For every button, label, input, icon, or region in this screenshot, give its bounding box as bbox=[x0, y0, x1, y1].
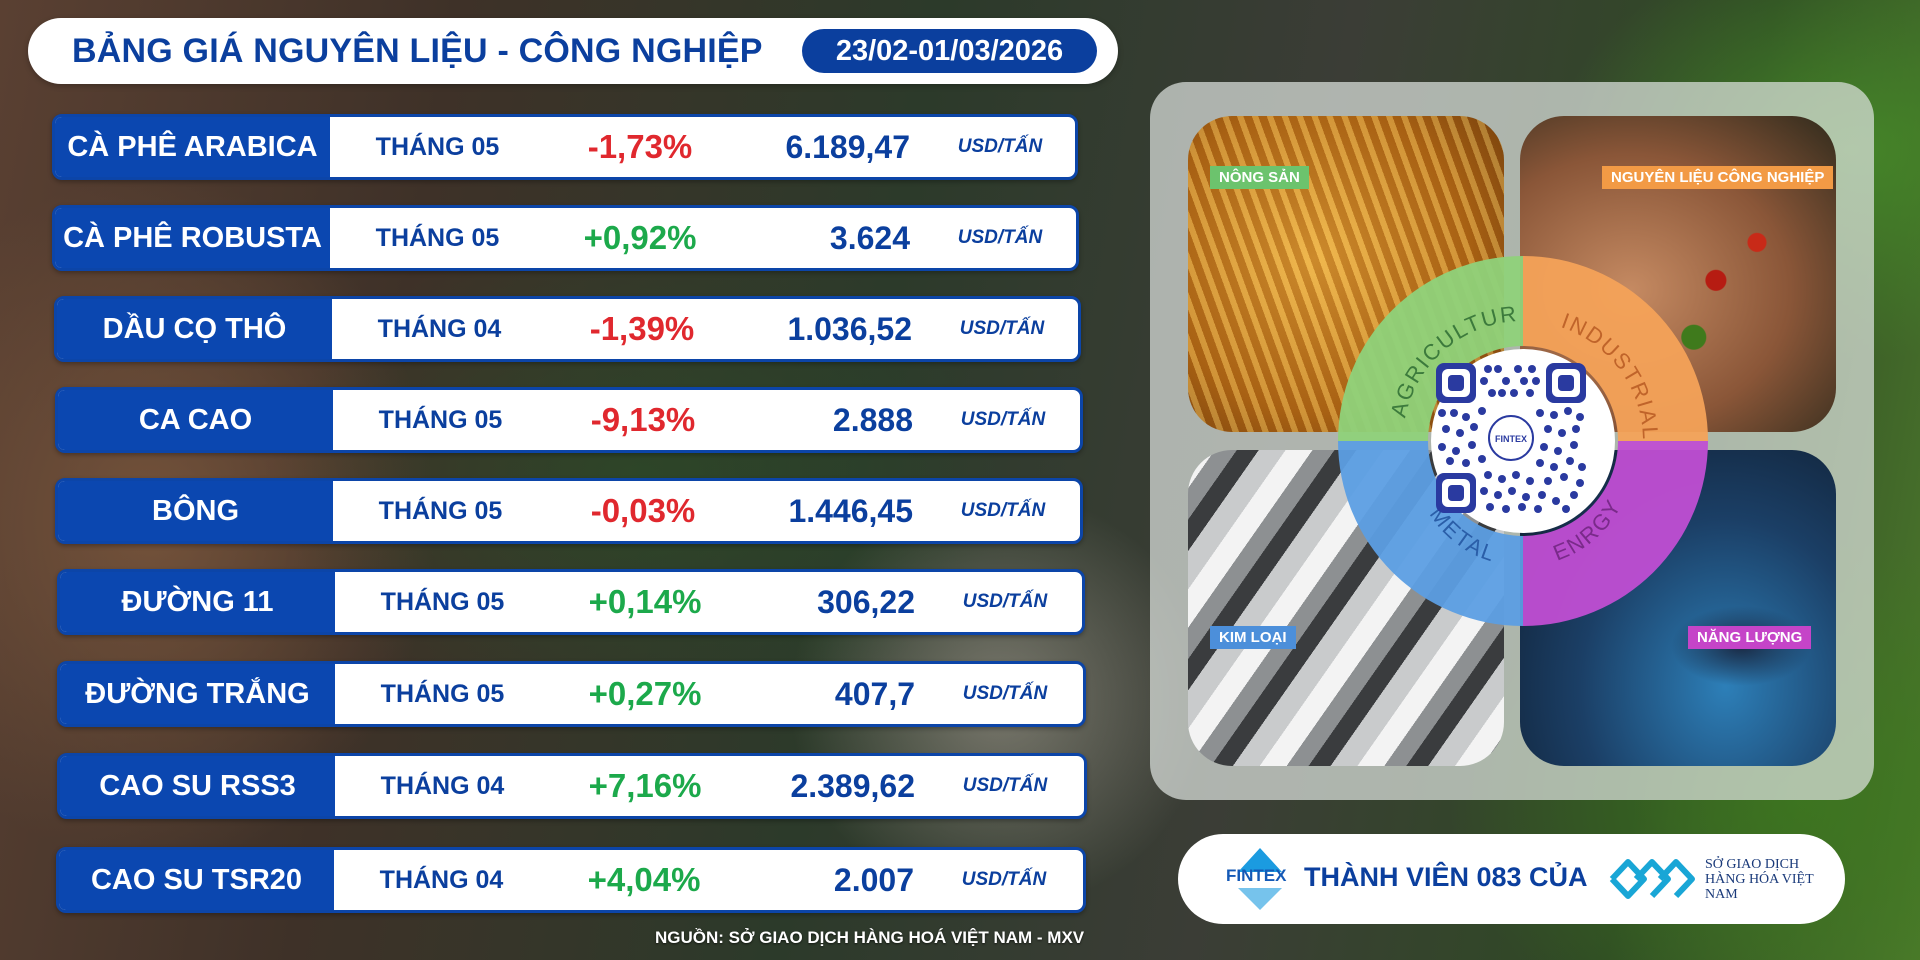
price-change: -1,39% bbox=[589, 310, 695, 347]
price-row: ĐƯỜNG 11 THÁNG 05 +0,14% 306,22 USD/TẤN bbox=[57, 569, 1085, 635]
price-row: BÔNG THÁNG 05 -0,03% 1.446,45 USD/TẤN bbox=[55, 478, 1083, 544]
contract-month: THÁNG 05 bbox=[380, 587, 505, 616]
contract-month: THÁNG 04 bbox=[377, 314, 502, 343]
price-unit: USD/TẤN bbox=[957, 227, 1043, 248]
price-unit: USD/TẤN bbox=[962, 775, 1048, 796]
price-value: 2.888 bbox=[832, 401, 913, 438]
price-change: -0,03% bbox=[590, 492, 696, 529]
price-row: CÀ PHÊ ROBUSTA THÁNG 05 +0,92% 3.624 USD… bbox=[52, 205, 1079, 271]
price-change: +0,27% bbox=[588, 675, 702, 712]
commodity-name: CAO SU TSR20 bbox=[59, 850, 334, 910]
commodity-name: CÀ PHÊ ROBUSTA bbox=[55, 208, 330, 268]
agriculture-ring-segment bbox=[1338, 256, 1523, 441]
price-value: 6.189,47 bbox=[785, 128, 910, 165]
qr-center-label: FINTEX bbox=[1495, 434, 1527, 444]
contract-month: THÁNG 05 bbox=[375, 223, 500, 252]
commodity-name: DẦU CỌ THÔ bbox=[57, 299, 332, 359]
exchange-logo-icon bbox=[1609, 859, 1695, 899]
price-row: ĐƯỜNG TRẮNG THÁNG 05 +0,27% 407,7 USD/TẤ… bbox=[57, 661, 1086, 727]
contract-month: THÁNG 05 bbox=[375, 132, 500, 161]
metal-ring-segment bbox=[1338, 441, 1523, 626]
page-title: BẢNG GIÁ NGUYÊN LIỆU - CÔNG NGHIỆP bbox=[72, 32, 763, 70]
contract-month: THÁNG 05 bbox=[380, 679, 505, 708]
tile-label-agriculture: NÔNG SẢN bbox=[1210, 166, 1309, 189]
commodity-name: ĐƯỜNG 11 bbox=[60, 572, 335, 632]
price-value: 306,22 bbox=[817, 583, 915, 620]
date-range-badge: 23/02-01/03/2026 bbox=[802, 29, 1097, 73]
commodity-name: CÀ PHÊ ARABICA bbox=[55, 117, 330, 177]
price-unit: USD/TẤN bbox=[959, 318, 1045, 339]
price-change: +0,14% bbox=[588, 583, 702, 620]
tile-label-industrial: NGUYÊN LIỆU CÔNG NGHIỆP bbox=[1602, 166, 1834, 189]
title-bar: BẢNG GIÁ NGUYÊN LIỆU - CÔNG NGHIỆP 23/02… bbox=[28, 18, 1118, 84]
price-change: -9,13% bbox=[590, 401, 696, 438]
industrial-ring-segment bbox=[1523, 256, 1708, 441]
price-change: +0,92% bbox=[583, 219, 697, 256]
price-row: DẦU CỌ THÔ THÁNG 04 -1,39% 1.036,52 USD/… bbox=[54, 296, 1081, 362]
price-row: CÀ PHÊ ARABICA THÁNG 05 -1,73% 6.189,47 … bbox=[52, 114, 1078, 180]
commodity-name: CAO SU RSS3 bbox=[60, 756, 335, 816]
qr-code[interactable]: FINTEX bbox=[1436, 363, 1586, 513]
price-value: 407,7 bbox=[834, 675, 915, 712]
contract-month: THÁNG 05 bbox=[378, 496, 503, 525]
contract-month: THÁNG 04 bbox=[379, 865, 504, 894]
contract-month: THÁNG 04 bbox=[380, 771, 505, 800]
price-unit: USD/TẤN bbox=[960, 409, 1046, 430]
price-unit: USD/TẤN bbox=[962, 591, 1048, 612]
price-value: 3.624 bbox=[829, 219, 910, 256]
price-row: CA CAO THÁNG 05 -9,13% 2.888 USD/TẤN bbox=[55, 387, 1083, 453]
exchange-name: SỞ GIAO DỊCH HÀNG HÓA VIỆT NAM bbox=[1705, 857, 1814, 902]
price-value: 1.446,45 bbox=[788, 492, 913, 529]
commodity-name: CA CAO bbox=[58, 390, 333, 450]
source-note: NGUỒN: SỞ GIAO DỊCH HÀNG HOÁ VIỆT NAM - … bbox=[655, 928, 1085, 947]
price-value: 1.036,52 bbox=[787, 310, 912, 347]
tile-label-energy: NĂNG LƯỢNG bbox=[1688, 626, 1812, 649]
member-badge: FINTEX THÀNH VIÊN 083 CỦA SỞ GIAO DỊCH H… bbox=[1178, 834, 1845, 924]
price-row: CAO SU RSS3 THÁNG 04 +7,16% 2.389,62 USD… bbox=[57, 753, 1087, 819]
commodity-name: ĐƯỜNG TRẮNG bbox=[60, 664, 335, 724]
fintex-brand: FINTEX bbox=[1226, 866, 1287, 885]
commodity-name: BÔNG bbox=[58, 481, 333, 541]
price-unit: USD/TẤN bbox=[957, 136, 1043, 157]
price-change: +4,04% bbox=[587, 861, 701, 898]
energy-ring-segment bbox=[1523, 441, 1708, 626]
member-text: THÀNH VIÊN 083 CỦA bbox=[1304, 862, 1588, 892]
price-unit: USD/TẤN bbox=[962, 683, 1048, 704]
fintex-logo-icon bbox=[1238, 848, 1282, 910]
contract-month: THÁNG 05 bbox=[378, 405, 503, 434]
price-value: 2.007 bbox=[833, 861, 914, 898]
price-unit: USD/TẤN bbox=[960, 500, 1046, 521]
price-value: 2.389,62 bbox=[790, 767, 915, 804]
price-unit: USD/TẤN bbox=[961, 869, 1047, 890]
tile-label-metal: KIM LOẠI bbox=[1210, 626, 1296, 649]
price-change: +7,16% bbox=[588, 767, 702, 804]
price-row: CAO SU TSR20 THÁNG 04 +4,04% 2.007 USD/T… bbox=[56, 847, 1086, 913]
price-change: -1,73% bbox=[587, 128, 693, 165]
